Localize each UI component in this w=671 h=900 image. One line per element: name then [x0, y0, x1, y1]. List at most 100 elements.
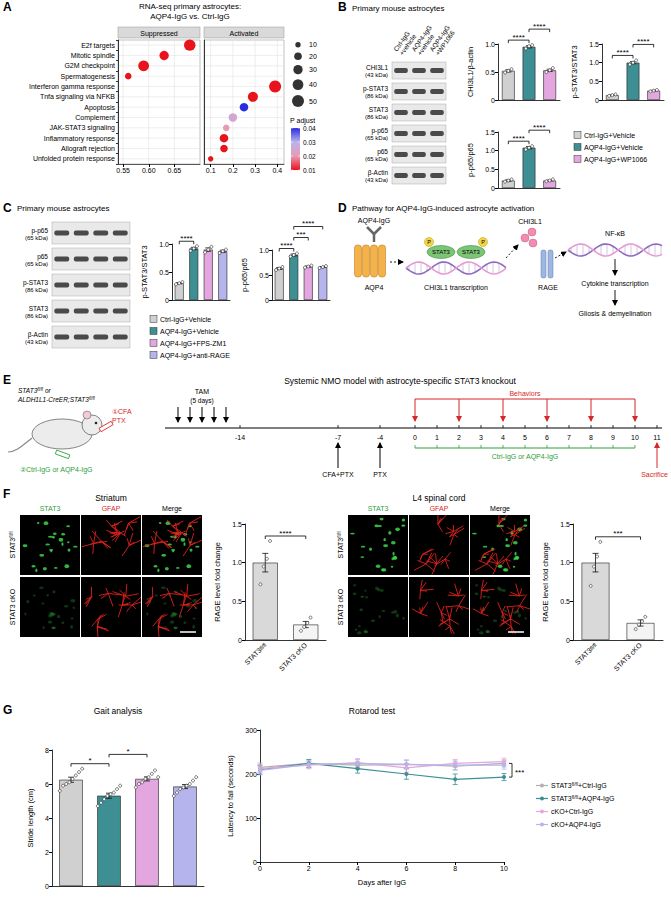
svg-text:p-p65/p65: p-p65/p65	[466, 143, 475, 177]
svg-text:+WP1066: +WP1066	[434, 29, 456, 57]
svg-text:p-p65: p-p65	[371, 127, 388, 135]
svg-text:(43 kDa): (43 kDa)	[25, 339, 48, 345]
svg-text:0: 0	[491, 185, 495, 192]
svg-text:0.01: 0.01	[303, 167, 316, 174]
svg-text:Ctrl-IgG+Vehicle: Ctrl-IgG+Vehicle	[160, 316, 211, 324]
svg-text:0: 0	[265, 297, 269, 304]
svg-text:****: ****	[302, 219, 314, 228]
svg-text:0: 0	[566, 637, 570, 644]
svg-text:1.0: 1.0	[589, 59, 599, 66]
svg-text:p-STAT3/STAT3: p-STAT3/STAT3	[140, 245, 149, 298]
svg-text:1: 1	[435, 434, 439, 441]
svg-text:8: 8	[453, 865, 457, 872]
svg-text:②Ctrl-IgG or AQP4-IgG: ②Ctrl-IgG or AQP4-IgG	[20, 466, 93, 474]
svg-text:STAT3: STAT3	[369, 106, 389, 113]
svg-text:L4 spinal cord: L4 spinal cord	[413, 493, 466, 503]
svg-text:p65: p65	[377, 148, 388, 156]
svg-text:0: 0	[238, 637, 242, 644]
svg-text:Gliosis & demyelination: Gliosis & demyelination	[579, 310, 652, 318]
svg-text:CHI3L1: CHI3L1	[518, 218, 542, 225]
svg-text:0: 0	[253, 859, 257, 866]
svg-text:AQP4-IgG+FPS-ZM1: AQP4-IgG+FPS-ZM1	[160, 340, 226, 348]
svg-text:****: ****	[533, 22, 545, 31]
svg-text:(86 kDa): (86 kDa)	[25, 313, 48, 319]
svg-text:ALDH1L1-CreER;STAT3fl/fl: ALDH1L1-CreER;STAT3fl/fl	[17, 396, 96, 403]
svg-text:0.04: 0.04	[303, 125, 316, 132]
svg-text:8: 8	[589, 434, 593, 441]
svg-text:0.03: 0.03	[303, 139, 316, 146]
svg-text:D: D	[338, 201, 347, 215]
svg-text:0.2: 0.2	[228, 167, 238, 174]
svg-text:1.5: 1.5	[485, 129, 495, 136]
svg-text:p65: p65	[37, 253, 48, 261]
svg-text:Sacrifice: Sacrifice	[641, 471, 668, 478]
svg-text:9: 9	[611, 434, 615, 441]
svg-text:STAT3: STAT3	[573, 646, 593, 666]
svg-text:1.0: 1.0	[259, 247, 269, 254]
svg-text:***: ***	[515, 768, 524, 777]
svg-text:Systemic NMO model with astroc: Systemic NMO model with astrocyte-specif…	[284, 376, 516, 386]
svg-text:10: 10	[309, 41, 317, 48]
svg-text:0: 0	[45, 883, 49, 890]
svg-text:****: ****	[637, 37, 649, 46]
svg-text:****: ****	[280, 241, 292, 250]
svg-text:(86 kDa): (86 kDa)	[25, 287, 48, 293]
svg-text:STAT3: STAT3	[243, 646, 263, 666]
svg-text:6: 6	[45, 781, 49, 788]
svg-text:6: 6	[545, 434, 549, 441]
svg-text:E2f targets: E2f targets	[81, 42, 115, 50]
svg-text:-7: -7	[335, 434, 341, 441]
svg-text:30: 30	[309, 66, 317, 73]
svg-text:p-STAT3: p-STAT3	[23, 279, 48, 287]
svg-text:NF-κB: NF-κB	[605, 230, 625, 237]
svg-text:(86 kDa): (86 kDa)	[365, 93, 388, 99]
svg-text:Apoptosis: Apoptosis	[84, 104, 115, 112]
svg-text:Striatum: Striatum	[95, 493, 127, 503]
svg-text:Merge: Merge	[490, 505, 510, 513]
svg-text:STAT3 cKO: STAT3 cKO	[337, 588, 344, 625]
svg-text:0.5: 0.5	[159, 269, 169, 276]
svg-text:5: 5	[523, 434, 527, 441]
svg-text:200: 200	[245, 771, 257, 778]
svg-text:AQP4: AQP4	[365, 284, 384, 292]
svg-text:0.5: 0.5	[560, 598, 570, 605]
svg-text:0: 0	[595, 97, 599, 104]
svg-text:***: ***	[613, 529, 622, 538]
svg-text:Activated: Activated	[230, 30, 259, 37]
svg-text:C: C	[3, 201, 12, 215]
svg-text:-4: -4	[377, 434, 383, 441]
svg-text:1.5: 1.5	[232, 521, 242, 528]
svg-text:2: 2	[307, 865, 311, 872]
svg-text:(65 kDa): (65 kDa)	[25, 261, 48, 267]
svg-text:G: G	[3, 703, 12, 717]
svg-text:AQP4-IgG+anti-RAGE: AQP4-IgG+anti-RAGE	[160, 352, 230, 360]
svg-text:STAT3: STAT3	[40, 505, 61, 512]
svg-text:B: B	[338, 0, 347, 14]
svg-text:RAGE: RAGE	[538, 284, 558, 291]
svg-text:100: 100	[245, 815, 257, 822]
svg-text:0.4: 0.4	[272, 167, 282, 174]
svg-text:(65 kDa): (65 kDa)	[365, 135, 388, 141]
svg-text:Ctrl-IgG or AQP4-IgG: Ctrl-IgG or AQP4-IgG	[492, 453, 559, 461]
svg-text:0: 0	[258, 865, 262, 872]
svg-text:RNA-seq primary astrocytes:: RNA-seq primary astrocytes:	[139, 2, 241, 11]
svg-text:Primary mouse astrocytes: Primary mouse astrocytes	[352, 4, 444, 13]
svg-text:8: 8	[45, 747, 49, 754]
svg-text:Complement: Complement	[75, 114, 115, 122]
svg-text:STAT3: STAT3	[432, 249, 450, 255]
svg-text:0.5: 0.5	[259, 272, 269, 279]
svg-text:F: F	[3, 487, 10, 501]
svg-text:0.02: 0.02	[303, 153, 316, 160]
svg-text:CHI3L1: CHI3L1	[366, 64, 388, 71]
svg-text:6: 6	[404, 865, 408, 872]
svg-text:4: 4	[45, 815, 49, 822]
svg-text:Tnfa signaling via NFKB: Tnfa signaling via NFKB	[40, 93, 115, 101]
svg-text:STAT3: STAT3	[29, 305, 49, 312]
svg-text:11: 11	[653, 434, 660, 441]
svg-text:A: A	[3, 0, 12, 14]
svg-text:****: ****	[616, 48, 628, 57]
svg-text:AQP4-IgG+Vehicle: AQP4-IgG+Vehicle	[160, 328, 219, 336]
svg-text:Spermatogenesis: Spermatogenesis	[61, 73, 116, 81]
svg-text:0.65: 0.65	[168, 167, 182, 174]
svg-text:50: 50	[309, 98, 317, 105]
